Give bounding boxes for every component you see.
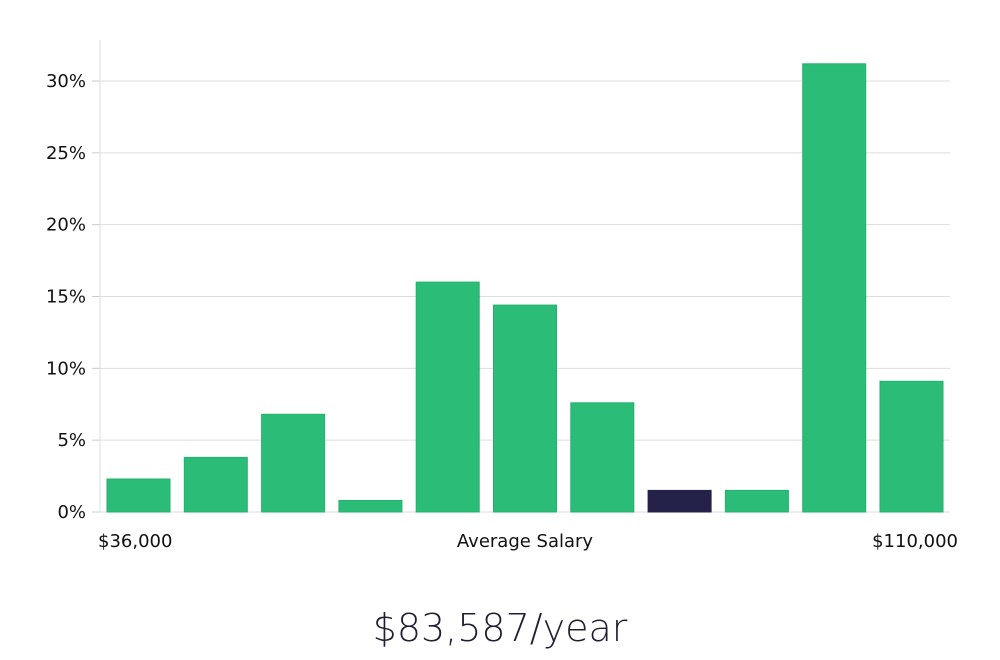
x-axis-min-label: $36,000 bbox=[98, 531, 172, 552]
y-tick-label: 10% bbox=[46, 358, 86, 379]
axis-labels: $36,000 Average Salary $110,000 0% 5% 10% 1… bbox=[46, 71, 958, 552]
y-tick-label: 5% bbox=[57, 430, 86, 451]
y-tick-label: 25% bbox=[46, 143, 86, 164]
x-axis-title: Average Salary bbox=[457, 531, 594, 552]
bar bbox=[106, 478, 171, 513]
bar bbox=[724, 489, 789, 513]
bar-highlighted bbox=[647, 489, 712, 513]
bar bbox=[261, 413, 326, 513]
bar bbox=[183, 456, 248, 513]
bar bbox=[338, 500, 403, 513]
average-salary-label: $83,587/year bbox=[372, 606, 628, 650]
bar bbox=[493, 304, 557, 513]
bars bbox=[106, 63, 944, 513]
salary-histogram-chart: $36,000 Average Salary $110,000 0% 5% 10% 1… bbox=[46, 40, 958, 552]
y-tick-label: 15% bbox=[46, 287, 86, 308]
bar bbox=[879, 380, 944, 513]
y-tick-label: 30% bbox=[46, 71, 86, 92]
y-tick-label: 0% bbox=[57, 502, 86, 523]
bar bbox=[570, 402, 635, 513]
x-axis-max-label: $110,000 bbox=[872, 531, 958, 552]
bar bbox=[802, 63, 867, 513]
bar bbox=[415, 281, 480, 513]
y-tick-label: 20% bbox=[46, 215, 86, 236]
